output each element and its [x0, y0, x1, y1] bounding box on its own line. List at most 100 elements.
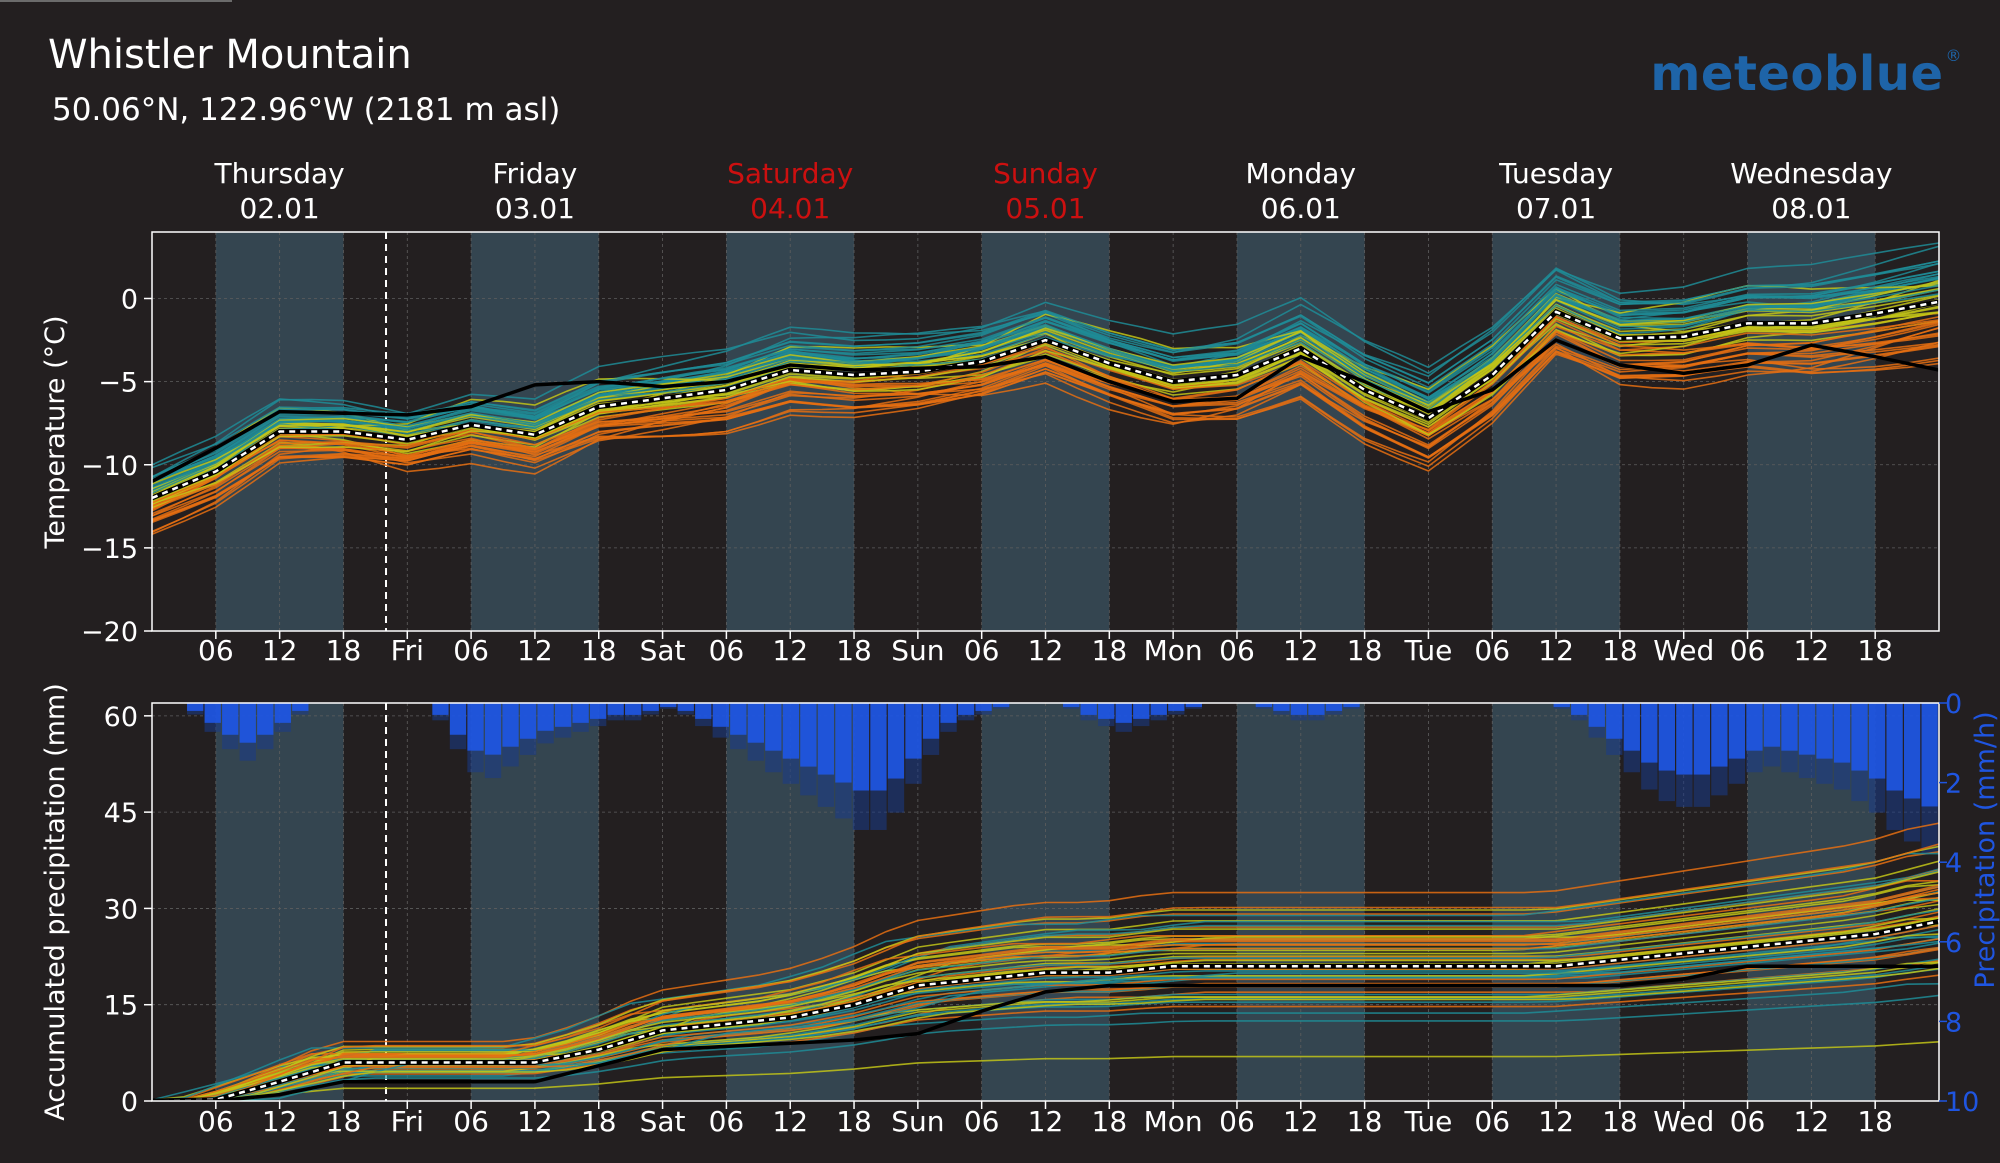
precip-rate-spread: [1693, 774, 1711, 807]
x-tick-label: 18: [326, 1105, 362, 1138]
precip-rate-bar: [1606, 703, 1623, 739]
x-tick-label: 12: [1794, 634, 1830, 667]
x-tick-label: 06: [1219, 1105, 1255, 1138]
precip-rate-spread: [589, 718, 607, 727]
x-tick-label: 12: [1538, 1105, 1574, 1138]
precip-rate-bar: [1255, 703, 1273, 707]
precip-rate-spread: [1098, 718, 1115, 727]
x-tick-label: 18: [1602, 1105, 1638, 1138]
ensemble-member-line: [152, 260, 1939, 479]
x-tick-label: 12: [1538, 634, 1574, 667]
meteoblue-logo[interactable]: meteoblue ®: [1650, 46, 1962, 102]
precip-rate-bar: [747, 703, 764, 743]
precip-rate-spread: [484, 754, 502, 779]
ensemble-member-line: [152, 852, 1939, 1101]
precip-rate-spread: [572, 722, 589, 732]
right-tick-label: 10: [1945, 1087, 1979, 1118]
y-tick-label: 45: [104, 798, 138, 829]
x-tick-label: Sun: [891, 634, 944, 667]
precip-rate-spread: [1115, 722, 1132, 732]
x-tick-label: 12: [772, 1105, 808, 1138]
tab-indicator: [0, 0, 232, 2]
precip-rate-spread: [625, 714, 642, 721]
precip-rate-bar: [204, 703, 221, 723]
precip-rate-bar: [432, 703, 449, 715]
precip-rate-bar: [222, 703, 239, 735]
precip-rate-bar: [1080, 703, 1097, 715]
precip-rate-spread: [1676, 774, 1693, 807]
precip-rate-bar: [1553, 703, 1570, 707]
x-tick-label: 18: [581, 634, 617, 667]
right-tick-label: 2: [1945, 769, 1962, 800]
precip-rate-bar: [1693, 703, 1711, 775]
precipitation-rate-bars: [187, 703, 1938, 854]
ensemble-member-line: [152, 886, 1939, 1101]
precip-rate-bar: [1886, 703, 1903, 791]
precip-rate-bar: [660, 703, 677, 707]
precip-rate-spread: [607, 714, 624, 721]
precip-rate-bar: [817, 703, 835, 775]
x-tick-label: 18: [1092, 634, 1128, 667]
median-line-outline: [152, 918, 1939, 1101]
x-tick-label: Fri: [391, 634, 424, 667]
day-date-label: 06.01: [1261, 192, 1341, 225]
precip-rate-spread: [1728, 758, 1746, 784]
day-name-label: Sunday: [993, 157, 1098, 190]
precip-rate-spread: [187, 710, 204, 715]
precip-rate-spread: [1325, 710, 1343, 715]
precip-rate-bar: [730, 703, 747, 735]
precip-rate-spread: [642, 710, 659, 715]
precip-rate-bar: [1763, 703, 1781, 747]
ensemble-member-line: [152, 242, 1939, 469]
logo-text: meteoblue: [1650, 46, 1944, 102]
precipitation-axis-label: Accumulated precipitation (mm): [40, 683, 71, 1121]
x-tick-label: Wed: [1653, 1105, 1714, 1138]
precip-rate-spread: [274, 722, 291, 732]
x-tick-label: 06: [1474, 1105, 1510, 1138]
precip-rate-bar: [870, 703, 887, 791]
precip-rate-spread: [1658, 770, 1676, 802]
precip-rate-spread: [1623, 750, 1640, 773]
x-tick-label: 06: [453, 634, 489, 667]
day-name-label: Saturday: [727, 157, 853, 190]
x-tick-label: 06: [1474, 634, 1510, 667]
precip-rate-spread: [1133, 718, 1150, 727]
ensemble-member-line: [152, 1041, 1939, 1101]
precip-rate-bar: [1185, 703, 1202, 707]
precip-rate-bar: [1623, 703, 1640, 751]
x-tick-label: 06: [709, 634, 745, 667]
x-tick-label: 12: [517, 1105, 553, 1138]
ensemble-member-line: [152, 284, 1939, 492]
ensemble-member-line: [152, 345, 1939, 522]
precip-rate-spread: [905, 758, 922, 784]
y-tick-label: 30: [104, 894, 138, 925]
precip-rate-bar: [1816, 703, 1833, 759]
ensemble-member-line: [152, 277, 1939, 484]
ensemble-member-line: [152, 903, 1939, 1101]
precip-rate-bar: [625, 703, 642, 715]
x-tick-label: Mon: [1144, 634, 1203, 667]
precip-rate-spread: [1273, 710, 1290, 715]
temperature-main-lines: [152, 299, 1939, 501]
precip-rate-bar: [1641, 703, 1658, 763]
x-tick-label: Mon: [1144, 1105, 1203, 1138]
precip-rate-spread: [747, 742, 764, 761]
precip-rate-bar: [589, 703, 607, 719]
ensemble-member-line: [152, 897, 1939, 1101]
precip-rate-spread: [537, 730, 554, 744]
precip-rate-spread: [1553, 706, 1570, 709]
day-date-label: 02.01: [240, 192, 320, 225]
precip-rate-bar: [1571, 703, 1588, 715]
precip-rate-spread: [1168, 710, 1185, 715]
precip-rate-bar: [1150, 703, 1167, 715]
precip-rate-bar: [467, 703, 484, 751]
precip-rate-spread: [1868, 778, 1886, 813]
precip-rate-spread: [1571, 714, 1588, 721]
location-coordinates: 50.06°N, 122.96°W (2181 m asl): [52, 92, 561, 128]
ensemble-member-line: [152, 319, 1939, 510]
precip-rate-spread: [975, 710, 992, 715]
precip-rate-bar: [957, 703, 975, 715]
precip-rate-spread: [835, 782, 852, 819]
